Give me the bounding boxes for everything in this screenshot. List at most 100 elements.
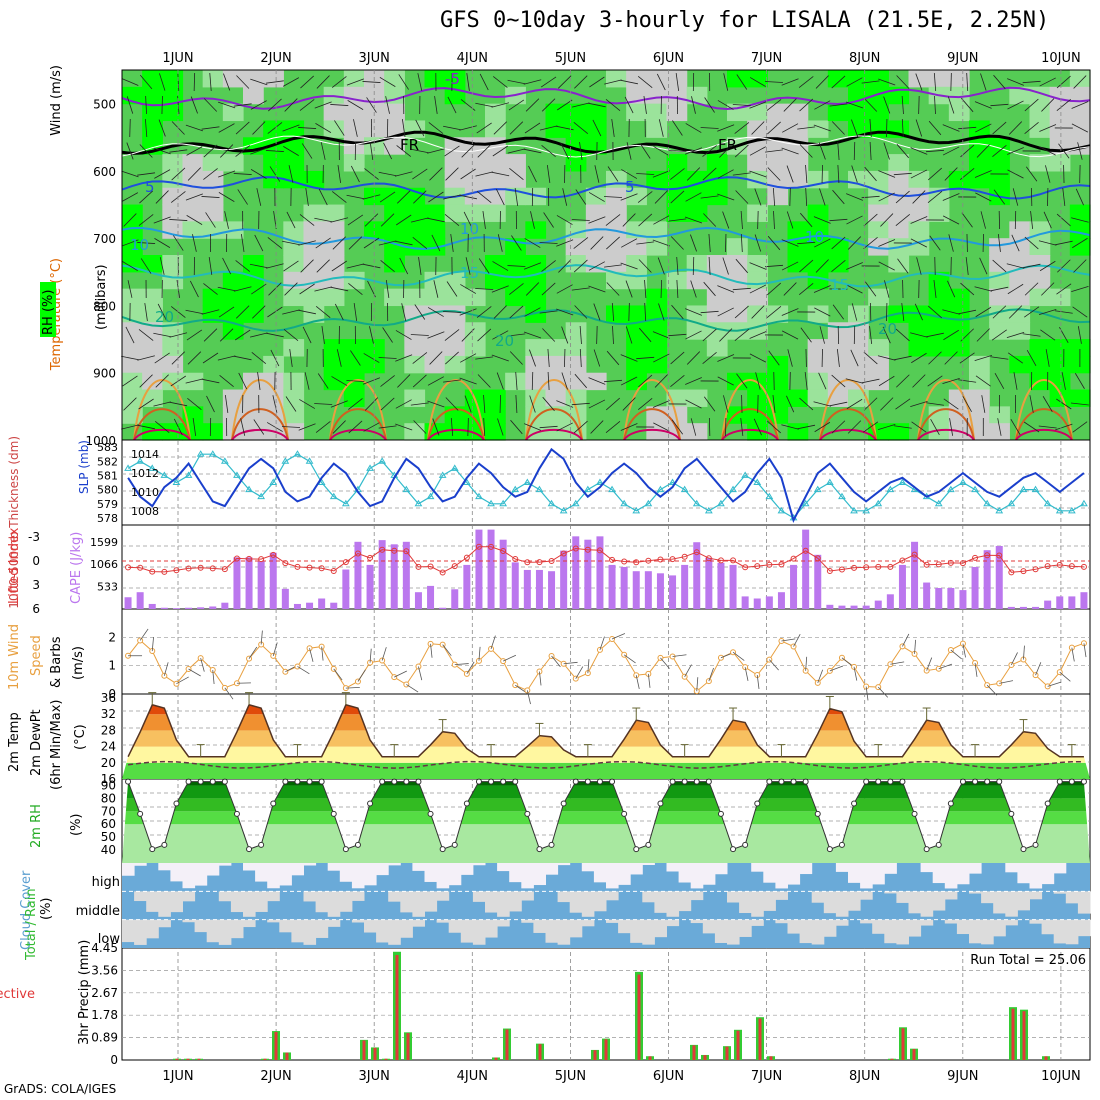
cloud-gap [364,919,377,933]
wind-barb [1045,165,1051,183]
wind-barb [509,283,524,295]
cloud-gap [1053,891,1067,894]
thickness-marker [160,471,169,478]
contour-label: 10 [130,236,149,254]
wind10-label-3: & Barbs [49,636,64,688]
wind-barb [997,234,1001,252]
rh-marker [354,841,361,848]
rh-cell [767,103,789,122]
wind-barb [637,191,653,203]
rh-marker [814,810,821,817]
wind-barb [201,126,220,130]
rh-cell [444,154,466,172]
wind-barb [126,142,134,160]
thickness-marker [632,506,641,514]
temp-contour [917,408,975,441]
wind-barb [250,169,267,179]
li-marker [923,561,930,568]
wind-barb [1007,78,1024,86]
rh-cell [646,322,668,340]
wind-barb [593,349,601,367]
rh-cell [323,255,345,273]
rh-cell [565,103,587,122]
rh-cell [424,70,446,88]
wind-barb [283,146,299,156]
cape-bar [354,541,362,609]
rh-cell [948,170,970,189]
date-tick-bottom: 4JUN [457,1069,488,1084]
isotherm [121,264,1091,288]
wind-barb [814,421,831,433]
rh-cell [747,120,768,138]
rh-cell [142,255,163,273]
rh-marker [439,846,446,853]
thickness-marker [414,499,423,507]
cloud-gap [194,863,208,886]
rh-cell [908,238,930,256]
wind-barb [1039,124,1057,132]
wind-barb [1061,372,1066,390]
thickness-marker [825,478,834,485]
cloud-gap [763,863,776,883]
wind-barb [304,372,310,390]
wind-barb [415,119,425,137]
rh-cell [868,170,889,189]
thickness-marker [378,457,387,464]
cloud-level-low: low [98,932,121,947]
rh-marker [596,778,603,785]
wind-barb [186,215,203,225]
wind-barb [740,418,744,436]
rh-marker [463,800,470,807]
wind-barb [927,190,943,204]
wind-barb [754,188,762,206]
rh-cell [969,170,990,189]
wind-barb [749,353,767,363]
cloud-gap [920,919,934,926]
wind-barb [316,75,330,89]
cloud-gap [134,919,147,945]
wind-barb [588,192,605,202]
cloud-gap [472,891,486,902]
thickness-marker [196,450,205,457]
wind-barb [893,355,912,361]
pressure-axis-label: (millibars) [94,264,109,330]
rh-cell [767,355,789,374]
cloud-gap [460,863,474,875]
wind-barb [781,261,799,271]
rh-cell [827,70,849,88]
wind-barb [348,398,363,410]
rh-cell [686,389,708,407]
rh-cell [505,154,526,172]
wind-barb [257,372,261,390]
precip-conv-bar [538,1044,542,1060]
wind-barb [766,282,782,296]
wind-barb [653,146,670,156]
cloud-gap [472,919,486,945]
wind-barb [564,348,566,368]
wind-barb [949,418,954,436]
rh-cell [747,288,768,307]
wind-barb [268,282,282,296]
wind-barb [159,257,165,275]
date-tick-bottom: 5JUN [555,1069,586,1084]
rh-cell [263,355,284,374]
rh-cell [323,372,345,391]
rh-cell [928,339,950,357]
wind-barb [884,280,890,298]
precip-conv-bar [901,1028,905,1060]
wind-barb [831,121,845,135]
rh-cell [686,322,708,340]
rh-cell [585,120,607,138]
rh-legend-swatch [40,282,56,337]
rh-cell [485,255,506,273]
wind-barb [561,372,568,390]
wind-barb [185,378,204,384]
rh-cell [142,355,163,374]
li-marker [802,547,809,554]
cloud-gap [884,863,897,874]
wind-barb [138,398,154,410]
li-tick: 6 [32,602,40,616]
pressure-tick: 500 [93,98,116,112]
li-marker [790,555,797,562]
wind-barb [219,375,234,387]
